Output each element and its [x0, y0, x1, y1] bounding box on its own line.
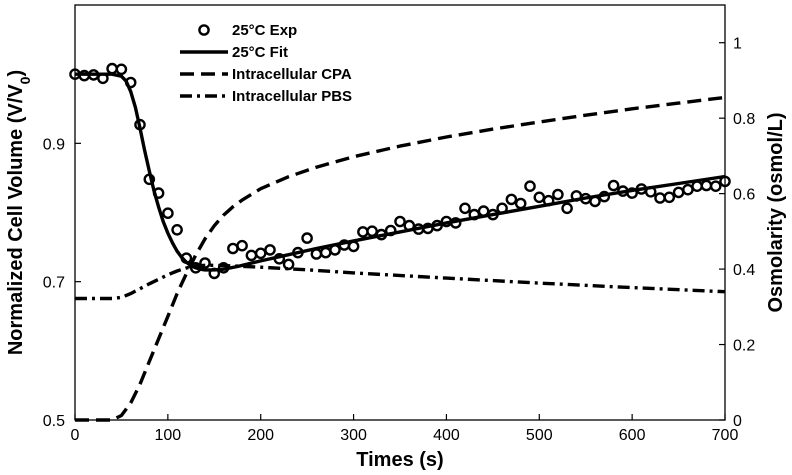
data-point	[654, 192, 666, 204]
y-left-tick-label: 0.7	[43, 275, 65, 292]
data-point	[663, 191, 676, 204]
data-point	[264, 244, 276, 256]
data-point	[505, 193, 518, 206]
y-left-tick-label: 0.9	[43, 136, 65, 153]
y-right-tick-label: 0.6	[733, 187, 755, 204]
y-right-tick-label: 0.4	[733, 262, 755, 279]
axes: 0 100 200 300 400 500 600 700 0.5 0.7 0.9 0 0.2 0.4 0.…	[43, 4, 755, 444]
plot-marks	[69, 62, 731, 422]
data-point	[245, 249, 258, 262]
x-axis-title: Times (s)	[356, 449, 443, 471]
data-point	[672, 186, 685, 199]
x-tick-label: 600	[619, 427, 646, 444]
legend-item: 25°C Exp	[198, 22, 297, 39]
data-point	[533, 191, 546, 204]
data-point	[524, 180, 536, 192]
data-point	[171, 223, 183, 236]
legend-label: Intracellular PBS	[232, 88, 352, 105]
data-point	[162, 207, 174, 219]
data-point	[319, 246, 332, 259]
y-axis-left-title-main: Normalized Cell Volume (V/V	[5, 84, 27, 355]
series-exp-points	[69, 62, 731, 280]
data-point	[357, 226, 369, 238]
data-point	[106, 62, 118, 75]
x-tick-label: 200	[247, 427, 274, 444]
y-axis-left-title-subscript: 0	[17, 76, 33, 84]
data-point	[459, 202, 471, 215]
legend-label: Intracellular CPA	[232, 66, 352, 83]
series-line-1	[75, 72, 726, 272]
y-right-tick-label: 1	[733, 36, 742, 53]
data-point	[552, 188, 564, 201]
data-point	[394, 215, 406, 228]
y-right-tick-label: 0.8	[733, 111, 755, 128]
legend-label: 25°C Fit	[232, 44, 288, 61]
legend-item: Intracellular PBS	[180, 88, 352, 105]
data-point	[236, 239, 248, 252]
data-point	[691, 180, 703, 192]
data-point	[366, 225, 378, 237]
legend-item: 25°C Fit	[180, 44, 288, 61]
y-axis-right-title: Osmolarity (osmol/L)	[765, 112, 787, 312]
y-left-tick-label: 0.5	[43, 413, 65, 430]
legend-item: Intracellular CPA	[180, 66, 352, 83]
x-tick-label: 500	[526, 427, 553, 444]
series-line-2	[75, 95, 726, 422]
data-point	[682, 183, 694, 196]
y-right-tick-label: 0.2	[733, 338, 755, 355]
data-point	[514, 197, 527, 210]
legend: 25°C Exp 25°C Fit Intracellular CPA Intrace…	[180, 22, 352, 105]
y-axis-left-title-close: )	[5, 70, 27, 77]
data-point	[115, 63, 128, 76]
series-line-3	[75, 263, 726, 301]
data-point	[607, 179, 620, 192]
data-point	[282, 258, 295, 271]
x-tick-label: 300	[340, 427, 367, 444]
data-point	[700, 179, 713, 192]
x-tick-label: 700	[712, 427, 739, 444]
data-point	[561, 202, 573, 215]
data-point	[254, 247, 267, 260]
data-point	[227, 242, 239, 255]
y-right-tick-label: 0	[733, 413, 742, 430]
x-tick-label: 400	[433, 427, 460, 444]
legend-label: 25°C Exp	[232, 22, 297, 39]
data-point	[301, 232, 313, 244]
legend-marker	[198, 24, 210, 36]
x-tick-label: 100	[155, 427, 182, 444]
y-axis-left-title: Normalized Cell Volume (V/V0)	[5, 70, 33, 355]
data-point	[709, 180, 722, 192]
x-tick-label: 0	[71, 427, 80, 444]
plot-frame	[74, 4, 726, 421]
